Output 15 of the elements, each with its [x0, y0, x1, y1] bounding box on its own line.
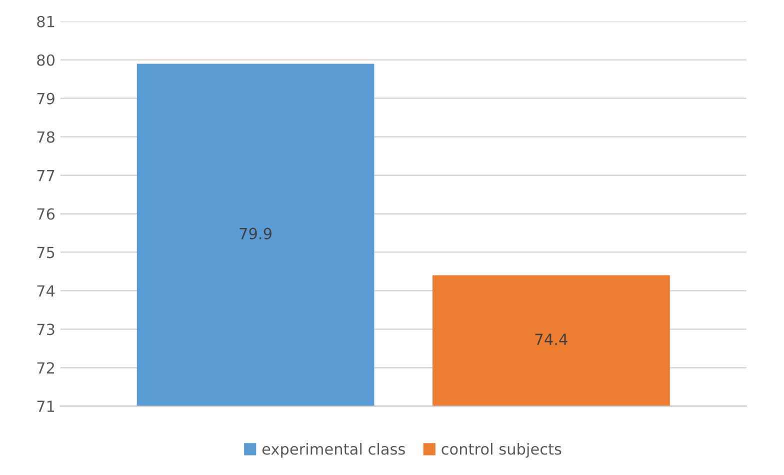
y-tick-label: 81 — [37, 16, 54, 28]
y-tick-label: 72 — [37, 362, 54, 374]
y-tick-label: 71 — [37, 400, 54, 412]
y-tick-label: 78 — [37, 131, 54, 143]
y-tick-label: 80 — [37, 54, 54, 66]
legend-label: control subjects — [442, 442, 562, 458]
y-tick-label: 77 — [37, 170, 54, 182]
data-label: 79.9 — [240, 228, 272, 240]
y-tick-label: 75 — [37, 246, 54, 258]
y-tick-label: 76 — [37, 208, 55, 220]
data-label: 74.4 — [535, 334, 568, 345]
y-tick-label: 79 — [37, 92, 54, 104]
y-tick-label: 73 — [37, 324, 54, 336]
legend-label: experimental class — [262, 442, 405, 458]
y-tick-label: 74 — [37, 285, 55, 297]
